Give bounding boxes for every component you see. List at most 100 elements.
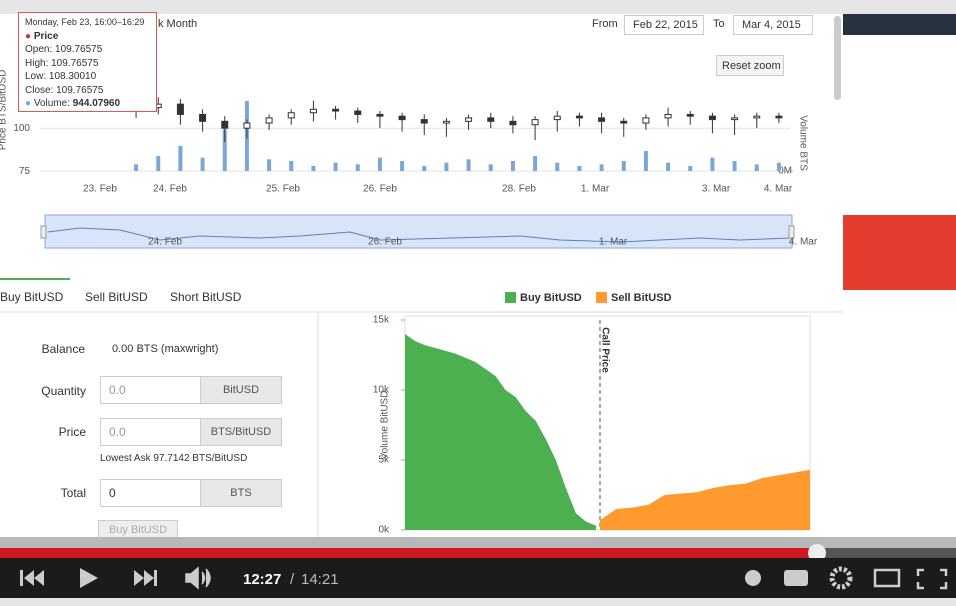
navigator-label: 1. Mar	[599, 237, 628, 248]
legend-label: Sell BitUSD	[611, 292, 672, 304]
x-tick-label: 28. Feb	[502, 184, 536, 195]
reset-zoom-button[interactable]: Reset zoom	[716, 55, 784, 76]
zoom-option[interactable]: k Month	[158, 18, 198, 30]
candle-body	[708, 115, 716, 121]
navigator-line	[47, 227, 791, 243]
volume-bar	[776, 162, 781, 171]
lowest-ask[interactable]: Lowest Ask 97.7142 BTS/BitUSD	[100, 453, 248, 464]
candle-body	[531, 119, 539, 126]
tooltip-series: ● Price	[25, 30, 59, 42]
settings-button[interactable]	[829, 566, 853, 590]
play-button[interactable]	[80, 568, 98, 588]
candle-body	[442, 120, 450, 124]
theater-button[interactable]	[873, 568, 901, 588]
volume-bar	[333, 162, 338, 171]
volume-bar	[222, 129, 227, 171]
y2-axis-title: Volume BTS	[797, 115, 808, 171]
volume-bar	[666, 162, 671, 171]
scrollbar[interactable]	[834, 16, 841, 100]
volume-bar	[311, 166, 316, 171]
tooltip-date: Monday, Feb 23, 16:00–16:29	[25, 17, 145, 27]
duration: 14:21	[301, 571, 339, 588]
tab[interactable]: Buy BitUSD	[0, 290, 64, 304]
controls	[20, 566, 948, 590]
candle-body	[664, 113, 672, 119]
progress-played	[0, 548, 817, 558]
y-tick-label: 100	[13, 123, 30, 134]
y2-tick-label: 0M	[778, 166, 792, 177]
volume-bar	[466, 159, 471, 171]
balance-label: Balance	[41, 342, 85, 356]
volume-bar	[134, 164, 139, 171]
candle-body	[487, 117, 495, 122]
quantity-input[interactable]: 0.0	[100, 376, 201, 404]
total-input[interactable]: 0	[100, 479, 201, 507]
tooltip-open: Open: 109.76575	[25, 44, 103, 55]
quantity-label: Quantity	[41, 384, 86, 398]
volume-bar	[377, 157, 382, 171]
current-time: 12:27	[243, 571, 282, 588]
price-input[interactable]: 0.0	[100, 418, 201, 446]
candle-body	[221, 120, 229, 129]
tab[interactable]: Short BitUSD	[170, 290, 242, 304]
candle-body	[731, 117, 739, 121]
captions-button[interactable]	[784, 570, 808, 586]
to-input[interactable]: Mar 4, 2015	[733, 15, 813, 35]
candle-body	[598, 117, 606, 122]
volume-bar	[488, 164, 493, 171]
total-label: Total	[60, 486, 86, 500]
navigator-handle[interactable]	[40, 225, 47, 239]
watch-later-button[interactable]	[745, 570, 761, 586]
volume-bar	[754, 164, 759, 171]
volume-bar	[533, 156, 538, 171]
legend-label: Buy BitUSD	[520, 292, 582, 304]
quantity-unit: BitUSD	[200, 376, 282, 404]
volume-bar	[422, 166, 427, 171]
candle-body	[332, 108, 340, 112]
progress-handle[interactable]	[808, 544, 826, 562]
candle-body	[465, 117, 473, 122]
charts: Price BTS/BitUSD Volume BTS Volume BitUS…	[0, 70, 843, 537]
tooltip-volume-value: 944.07960	[72, 98, 121, 109]
candle-body	[199, 113, 207, 122]
fullscreen-button[interactable]	[916, 568, 948, 590]
tooltip-low: Low: 108.30010	[25, 71, 97, 82]
next-button[interactable]	[134, 570, 157, 586]
candle-body	[287, 112, 295, 119]
volume-bar	[643, 151, 648, 171]
previous-button[interactable]	[20, 570, 44, 586]
y-tick-label: 0k	[378, 525, 390, 536]
navigator-label: 24. Feb	[148, 237, 182, 248]
price-label: Price	[58, 425, 86, 439]
volume-bar	[688, 166, 693, 171]
candle-body	[176, 103, 184, 115]
volume-bar	[400, 161, 405, 171]
tooltip-close: Close: 109.76575	[25, 84, 104, 96]
buy-button[interactable]: Buy BitUSD	[98, 520, 178, 540]
volume-bar	[444, 162, 449, 171]
legend-swatch	[596, 292, 607, 303]
volume-bar	[267, 159, 272, 171]
candle-body	[575, 115, 583, 119]
time-separator: /	[290, 571, 295, 588]
tab[interactable]: Sell BitUSD	[85, 290, 148, 304]
volume-bar	[178, 146, 183, 171]
y-tick-label: 5k	[378, 455, 390, 466]
volume-bar	[577, 166, 582, 171]
volume-bar	[355, 164, 360, 171]
candle-body	[420, 119, 428, 124]
scrubber-preview	[0, 537, 956, 548]
navigator-handle[interactable]	[788, 225, 795, 239]
legend-swatch	[505, 292, 516, 303]
volume-bar	[156, 156, 161, 171]
from-input[interactable]: Feb 22, 2015	[624, 15, 704, 35]
x-tick-label: 3. Mar	[702, 184, 731, 195]
volume-bar	[555, 162, 560, 171]
y-tick-label: 75	[19, 166, 31, 177]
tooltip: Monday, Feb 23, 16:00–16:29 ● Price Open…	[18, 12, 157, 112]
candle-body	[775, 115, 783, 119]
volume-button[interactable]	[185, 566, 211, 590]
candle-body	[686, 113, 694, 117]
x-tick-label: 23. Feb	[83, 184, 117, 195]
